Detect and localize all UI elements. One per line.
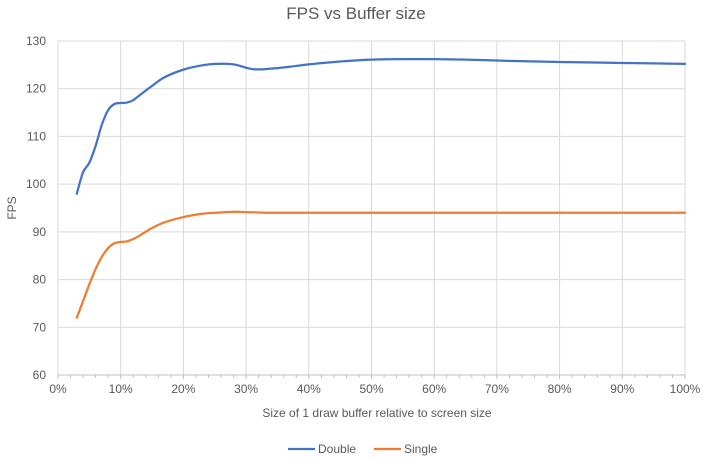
- x-tick-label-20: 20%: [171, 382, 195, 396]
- y-tick-label-110: 110: [27, 129, 46, 143]
- gridlines: [57, 40, 686, 376]
- y-tick-label-60: 60: [33, 368, 47, 382]
- tick-labels: 60 70 80 90 100 110 120 130 0% 10% 20% 30% 40% 50% 60%…: [26, 34, 701, 396]
- x-tick-label-10: 10%: [109, 382, 133, 396]
- y-tick-label-80: 80: [33, 273, 47, 287]
- series-line-single: [75, 210, 687, 319]
- x-tick-label-40: 40%: [297, 382, 321, 396]
- x-tick-label-80: 80%: [548, 382, 572, 396]
- y-axis-title: FPS: [5, 196, 19, 219]
- y-tick-label-130: 130: [26, 34, 46, 48]
- y-tick-label-120: 120: [26, 82, 46, 96]
- x-tick-label-50: 50%: [359, 382, 383, 396]
- y-tick-label-100: 100: [26, 177, 46, 191]
- legend-label-double: Double: [318, 442, 356, 456]
- x-tick-label-30: 30%: [234, 382, 258, 396]
- x-tick-label-90: 90%: [610, 382, 634, 396]
- chart-title: FPS vs Buffer size: [286, 4, 426, 23]
- legend-label-single: Single: [404, 442, 438, 456]
- series-line-double: [75, 57, 687, 195]
- legend: Double Single: [288, 442, 438, 456]
- axes: [57, 374, 686, 379]
- y-tick-label-90: 90: [33, 225, 47, 239]
- x-axis-title: Size of 1 draw buffer relative to screen…: [262, 406, 492, 420]
- x-tick-label-100: 100%: [670, 382, 701, 396]
- x-tick-label-60: 60%: [422, 382, 446, 396]
- y-tick-label-70: 70: [33, 320, 47, 334]
- series-lines: [75, 57, 687, 319]
- x-tick-label-70: 70%: [485, 382, 509, 396]
- x-tick-label-0: 0%: [49, 382, 67, 396]
